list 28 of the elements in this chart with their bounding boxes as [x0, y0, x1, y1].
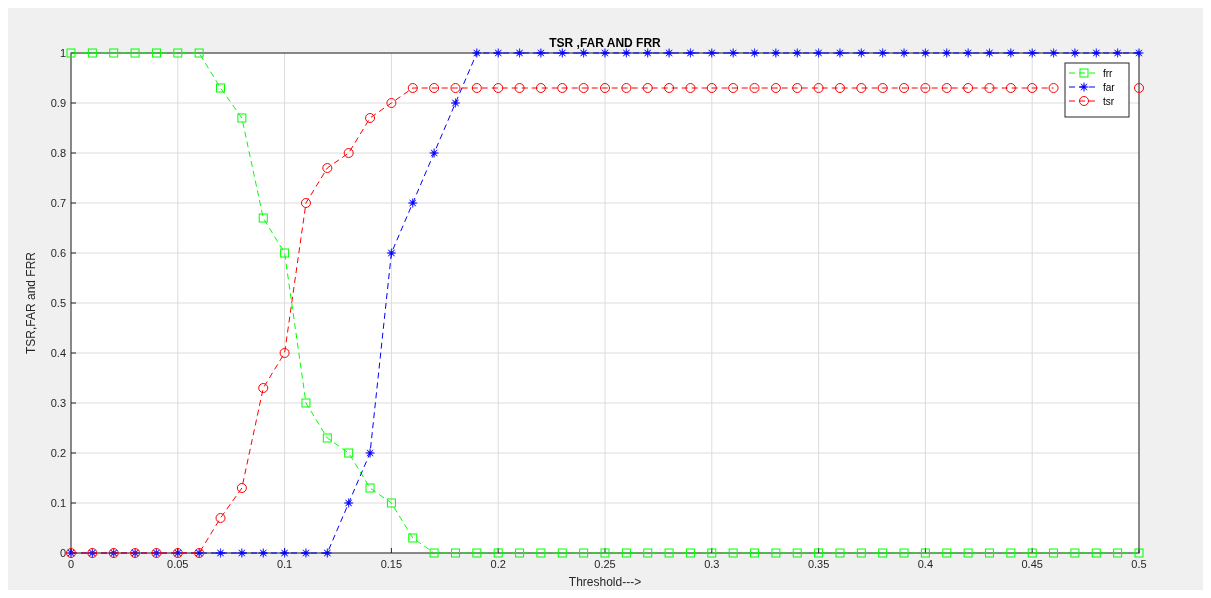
- x-tick-label: 0.25: [594, 558, 616, 570]
- x-tick-label: 0.2: [490, 558, 506, 570]
- x-tick-label: 0.35: [807, 558, 830, 570]
- x-tick-label: 0.4: [917, 558, 934, 570]
- y-axis-title: TSR,FAR and FRR: [24, 251, 38, 355]
- x-tick-label: 0.05: [167, 558, 189, 570]
- x-tick-label: 0.15: [380, 558, 403, 570]
- x-tick-label: 0.5: [1131, 558, 1147, 570]
- y-tick-label: 0.1: [50, 497, 66, 509]
- legend-label: tsr: [1103, 96, 1115, 107]
- x-tick-label: 0: [67, 558, 75, 570]
- y-tick-label: 0.8: [50, 147, 66, 159]
- x-tick-label: 0.3: [704, 558, 720, 570]
- y-tick-label: 0.5: [50, 297, 66, 309]
- chart-title: TSR ,FAR AND FRR: [549, 36, 662, 50]
- y-tick-label: 0: [59, 547, 66, 559]
- y-tick-label: 0.9: [50, 97, 66, 109]
- legend-label: far: [1103, 82, 1116, 93]
- y-tick-label: 0.2: [50, 447, 66, 459]
- y-tick-label: 0.7: [50, 197, 66, 209]
- x-tick-label: 0.1: [276, 558, 293, 570]
- y-tick-label: 0.6: [50, 247, 66, 259]
- y-tick-label: 0.3: [50, 397, 66, 409]
- legend-label: frr: [1103, 68, 1114, 79]
- y-tick-label: 1: [59, 47, 66, 59]
- x-tick-label: 0.45: [1021, 558, 1043, 570]
- y-tick-label: 0.4: [50, 347, 66, 359]
- x-axis-title: Threshold--->: [568, 575, 642, 589]
